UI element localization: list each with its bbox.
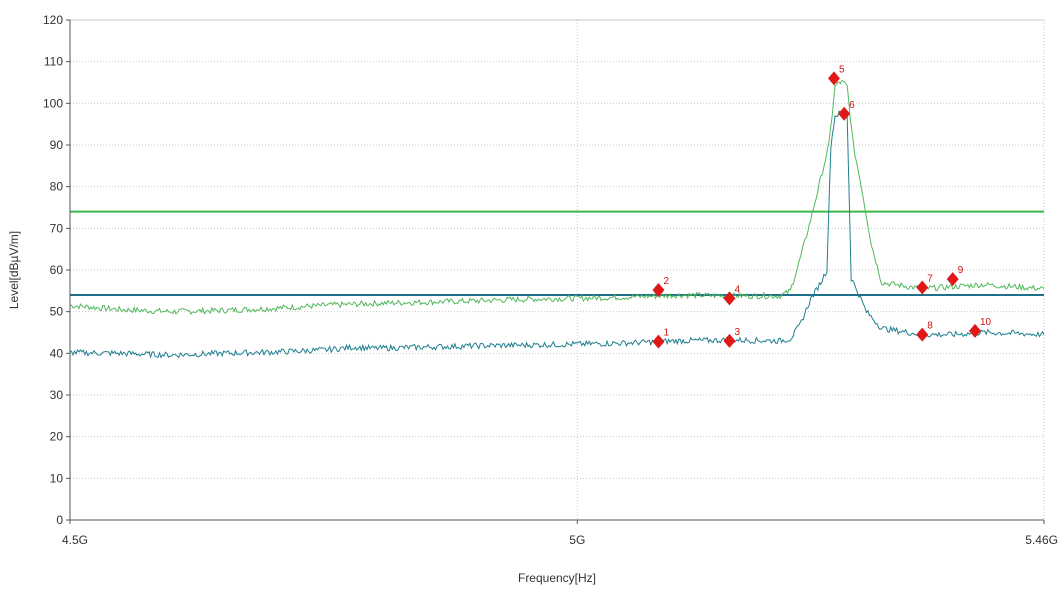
x-tick-label: 5.46G [1025, 533, 1058, 547]
marker-label-4: 4 [734, 284, 740, 295]
markers: 1 2 3 4 5 6 7 8 9 10 [652, 64, 992, 349]
series-line-2 [69, 109, 1045, 359]
y-tick-label: 110 [44, 55, 63, 69]
y-tick-label: 40 [50, 346, 64, 360]
marker-8 [916, 327, 929, 342]
marker-9 [946, 272, 959, 287]
y-tick-label: 70 [50, 221, 64, 235]
x-axis-label: Frequency[Hz] [518, 571, 596, 585]
y-tick-label: 90 [50, 138, 64, 152]
marker-7 [916, 280, 929, 295]
marker-label-5: 5 [839, 64, 845, 75]
marker-label-6: 6 [849, 100, 855, 111]
marker-10 [969, 323, 982, 338]
marker-5 [827, 71, 840, 86]
marker-3 [723, 333, 736, 348]
marker-label-3: 3 [734, 327, 740, 338]
marker-6 [838, 106, 851, 121]
y-tick-label: 10 [50, 471, 64, 485]
grid [70, 19, 1045, 520]
series-lines [69, 80, 1045, 359]
marker-label-9: 9 [958, 265, 964, 276]
marker-label-8: 8 [927, 321, 933, 332]
y-tick-label: 100 [43, 96, 63, 110]
y-tick-label: 20 [50, 430, 64, 444]
marker-label-1: 1 [663, 328, 669, 339]
marker-label-2: 2 [663, 276, 669, 287]
y-axis-label: Level[dBµV/m] [7, 231, 21, 309]
series-line-1 [69, 80, 1045, 315]
x-tick-label: 5G [569, 533, 585, 547]
marker-label-10: 10 [980, 317, 992, 328]
axes [66, 19, 1045, 524]
marker-2 [652, 283, 665, 297]
y-tick-label: 60 [50, 263, 64, 277]
y-tick-label: 0 [56, 513, 63, 527]
marker-4 [723, 291, 736, 306]
y-tick-label: 80 [50, 180, 64, 194]
marker-label-7: 7 [927, 274, 933, 285]
y-tick-label: 30 [50, 388, 64, 402]
limit-lines [70, 210, 1044, 296]
y-tick-label: 120 [43, 13, 63, 27]
marker-1 [652, 334, 665, 349]
y-tick-label: 50 [50, 305, 64, 319]
x-tick-label: 4.5G [62, 533, 88, 547]
